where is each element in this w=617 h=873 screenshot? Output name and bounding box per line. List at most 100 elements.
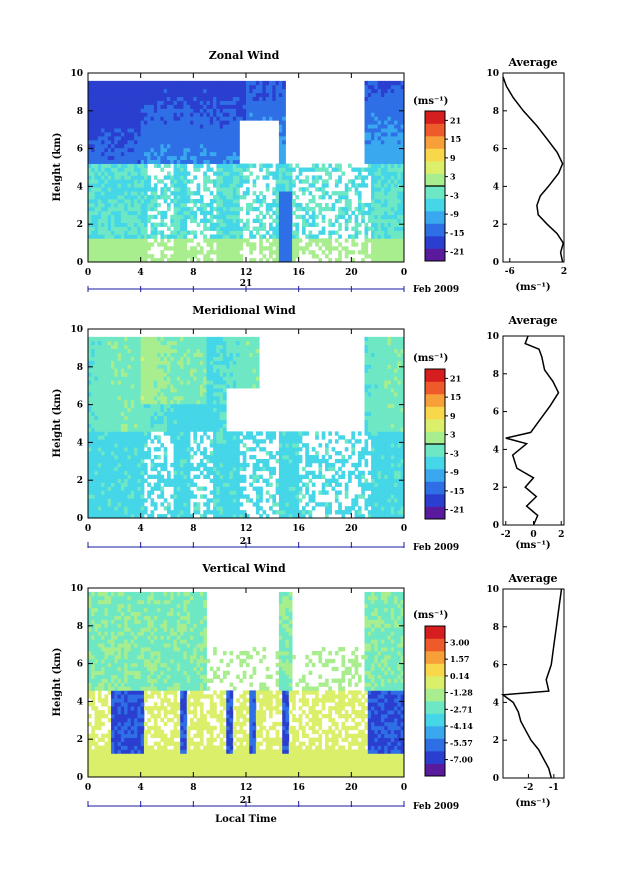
heat-cell — [249, 88, 253, 94]
heat-cell — [88, 132, 92, 137]
heat-cell — [134, 498, 138, 503]
heat-cell — [130, 486, 135, 491]
heat-cell — [111, 195, 115, 200]
heat-cell — [338, 206, 342, 212]
heat-cell — [288, 206, 293, 212]
heat-cell — [236, 92, 240, 98]
heat-cell — [94, 250, 99, 255]
heat-cell — [384, 250, 388, 255]
heat-cell — [213, 179, 217, 184]
heat-cell — [282, 234, 286, 239]
heat-cell — [147, 80, 151, 86]
heat-cell — [127, 486, 132, 491]
heat-cell — [94, 120, 99, 125]
heat-cell — [288, 202, 293, 208]
heat-cell — [196, 136, 201, 141]
heat-cell — [117, 175, 122, 180]
heat-cell — [104, 124, 109, 129]
heat-cell — [176, 254, 181, 259]
heat-cell — [91, 214, 95, 220]
heat-cell — [199, 411, 204, 417]
heat-cell — [377, 258, 382, 263]
heat-cell — [153, 128, 158, 133]
heat-cell — [91, 136, 95, 141]
heat-cell — [97, 494, 102, 499]
heat-cell — [193, 403, 198, 409]
day-bar: 21 — [88, 279, 404, 290]
heat-cell — [170, 100, 174, 105]
heat-cell — [134, 372, 138, 377]
heat-cell — [127, 498, 132, 503]
heat-cell — [180, 151, 184, 157]
heat-cell — [91, 139, 95, 145]
heat-cell — [380, 120, 385, 125]
heat-cell — [104, 80, 109, 86]
heat-cell — [222, 171, 227, 176]
heat-cell — [107, 451, 112, 456]
heat-cell — [394, 179, 398, 184]
heat-cell — [216, 395, 221, 401]
heat-cell — [222, 250, 227, 255]
heat-cell — [120, 443, 125, 448]
heat-cell — [130, 206, 135, 212]
heat-cell — [137, 510, 142, 515]
heat-cell — [94, 84, 99, 90]
heat-cell — [150, 498, 155, 503]
heat-cell — [117, 214, 122, 220]
heat-cell — [226, 234, 230, 239]
heat-cell — [213, 128, 217, 133]
heat-cell — [226, 116, 230, 121]
heat-cell — [222, 214, 227, 220]
heat-cell — [328, 242, 332, 247]
heat-cell — [88, 399, 92, 405]
heat-cell — [163, 407, 168, 413]
heat-cell — [143, 230, 148, 235]
heat-cell — [134, 139, 138, 145]
heat-cell — [134, 336, 138, 342]
heat-cell — [180, 368, 184, 373]
heat-cell — [130, 183, 135, 188]
heat-cell — [127, 254, 132, 259]
heat-cell — [160, 494, 165, 499]
heat-cell — [130, 451, 135, 456]
heat-cell — [183, 92, 188, 98]
heat-cell — [219, 151, 224, 157]
heat-cell — [213, 482, 217, 487]
heat-cell — [167, 80, 171, 86]
heat-cell — [219, 340, 224, 346]
heat-cell — [176, 187, 181, 192]
heat-cell — [91, 147, 95, 153]
heat-cell — [272, 250, 277, 255]
heat-cell — [147, 242, 151, 247]
heat-cell — [130, 470, 135, 476]
heat-cell — [140, 462, 145, 468]
heat-cell — [199, 462, 204, 468]
heat-cell — [371, 191, 375, 196]
heat-cell — [124, 478, 128, 483]
heat-cell — [203, 348, 207, 354]
heat-cell — [180, 163, 184, 168]
heat-cell — [275, 258, 280, 263]
heat-cell — [374, 120, 379, 125]
heat-cell — [124, 92, 128, 98]
heat-cell — [111, 254, 115, 259]
heat-cell — [97, 364, 102, 369]
heat-cell — [206, 136, 211, 141]
heat-cell — [186, 104, 191, 109]
heat-cell — [282, 139, 286, 145]
heat-cell — [308, 199, 313, 204]
heat-cell — [262, 92, 267, 98]
heat-cell — [91, 258, 95, 263]
heat-cell — [120, 139, 125, 145]
heat-cell — [236, 250, 240, 255]
heat-cell — [222, 191, 227, 196]
heat-cell — [216, 175, 221, 180]
heat-cell — [390, 199, 395, 204]
heat-cell — [367, 124, 372, 129]
heat-cell — [288, 230, 293, 235]
heat-cell — [176, 344, 181, 350]
heat-cell — [180, 183, 184, 188]
heat-cell — [246, 167, 250, 172]
heat-cell — [354, 226, 359, 231]
heat-cell — [282, 183, 286, 188]
